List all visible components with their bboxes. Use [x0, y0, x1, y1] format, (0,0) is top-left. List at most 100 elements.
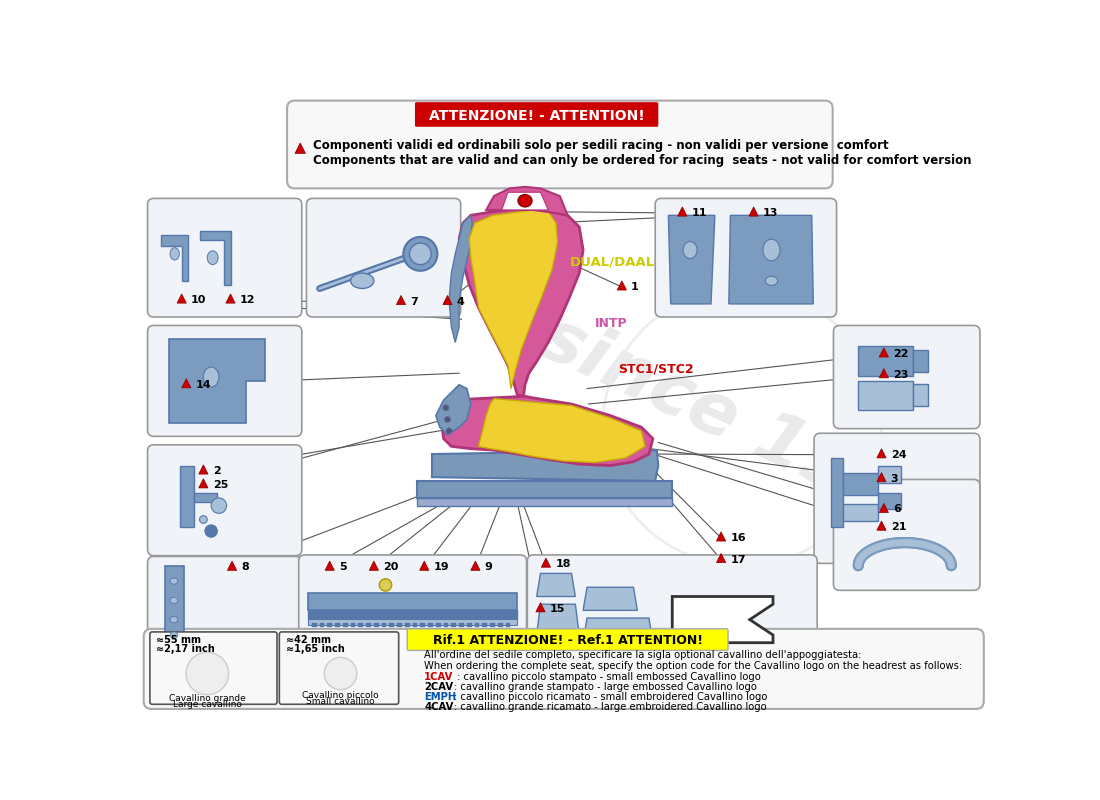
Polygon shape — [432, 450, 658, 481]
Bar — [913, 350, 928, 372]
Text: 2CAV: 2CAV — [425, 682, 453, 691]
FancyBboxPatch shape — [407, 629, 728, 650]
Bar — [328, 623, 332, 627]
Ellipse shape — [170, 598, 178, 603]
Bar — [312, 623, 317, 627]
Bar — [320, 623, 324, 627]
Text: ATTENZIONE! - ATTENTION!: ATTENZIONE! - ATTENTION! — [429, 109, 645, 123]
Text: DUAL/DAAL: DUAL/DAAL — [570, 255, 656, 268]
Text: : cavallino grande stampato - large embossed Cavallino logo: : cavallino grande stampato - large embo… — [453, 682, 757, 691]
Polygon shape — [182, 378, 191, 388]
Text: 8: 8 — [241, 562, 249, 572]
Polygon shape — [295, 143, 306, 154]
Bar — [474, 623, 480, 627]
Bar — [308, 593, 517, 610]
Polygon shape — [442, 396, 653, 466]
Bar — [428, 623, 432, 627]
Bar — [878, 493, 901, 510]
Polygon shape — [370, 561, 378, 570]
Text: 20: 20 — [383, 562, 398, 572]
Bar — [832, 458, 843, 527]
Bar — [506, 623, 510, 627]
FancyBboxPatch shape — [147, 557, 301, 660]
FancyBboxPatch shape — [147, 198, 301, 317]
Polygon shape — [199, 465, 208, 474]
Text: : cavallino piccolo ricamato - small embroidered Cavallino logo: : cavallino piccolo ricamato - small emb… — [453, 691, 767, 702]
Text: INTP: INTP — [595, 317, 627, 330]
Ellipse shape — [766, 276, 778, 286]
Bar — [417, 498, 672, 506]
Text: 21: 21 — [891, 522, 906, 532]
Bar — [308, 619, 517, 625]
Polygon shape — [716, 554, 726, 562]
Bar — [336, 623, 340, 627]
Text: 7: 7 — [410, 297, 418, 306]
FancyBboxPatch shape — [279, 632, 398, 704]
Text: 18: 18 — [556, 559, 571, 569]
Circle shape — [409, 243, 431, 265]
Polygon shape — [471, 561, 480, 570]
Polygon shape — [669, 215, 715, 304]
Ellipse shape — [170, 617, 178, 622]
Text: 15: 15 — [550, 604, 565, 614]
Text: EMPH: EMPH — [425, 691, 456, 702]
Polygon shape — [879, 348, 889, 357]
Text: 23: 23 — [893, 370, 909, 380]
Text: 6: 6 — [893, 505, 901, 514]
Bar — [843, 504, 878, 521]
FancyBboxPatch shape — [287, 101, 833, 188]
Bar — [351, 623, 355, 627]
Text: ≈1,65 inch: ≈1,65 inch — [286, 644, 344, 654]
Polygon shape — [537, 604, 580, 635]
Text: ≈42 mm: ≈42 mm — [286, 634, 330, 645]
Polygon shape — [177, 294, 186, 303]
Polygon shape — [729, 215, 813, 304]
Polygon shape — [436, 385, 471, 435]
FancyBboxPatch shape — [656, 198, 837, 317]
FancyBboxPatch shape — [814, 434, 980, 563]
Text: Cavallino piccolo: Cavallino piccolo — [302, 691, 378, 700]
Polygon shape — [537, 574, 575, 597]
Polygon shape — [486, 187, 568, 215]
Bar — [389, 623, 394, 627]
Text: Componenti validi ed ordinabili solo per sedili racing - non validi per versione: Componenti validi ed ordinabili solo per… — [312, 138, 889, 152]
Ellipse shape — [351, 273, 374, 289]
Polygon shape — [165, 566, 184, 650]
Polygon shape — [749, 207, 758, 216]
Bar — [858, 381, 913, 410]
Polygon shape — [199, 478, 208, 488]
Text: 24: 24 — [891, 450, 906, 460]
Bar — [374, 623, 378, 627]
Ellipse shape — [518, 194, 532, 207]
Text: 1CAV: 1CAV — [425, 671, 453, 682]
Text: Small cavallino: Small cavallino — [306, 698, 375, 706]
Bar — [858, 346, 913, 375]
FancyBboxPatch shape — [834, 326, 980, 429]
Polygon shape — [226, 294, 235, 303]
Polygon shape — [877, 449, 887, 458]
Text: 10: 10 — [191, 295, 207, 305]
Ellipse shape — [683, 242, 697, 258]
Circle shape — [446, 428, 452, 434]
Text: 13: 13 — [763, 208, 779, 218]
Polygon shape — [502, 192, 548, 210]
Circle shape — [199, 516, 207, 523]
Text: : cavallino piccolo stampato - small embossed Cavallino logo: : cavallino piccolo stampato - small emb… — [453, 671, 760, 682]
Bar — [366, 623, 371, 627]
Text: 12: 12 — [240, 295, 255, 305]
Polygon shape — [228, 561, 236, 570]
Text: 11: 11 — [692, 208, 707, 218]
Circle shape — [211, 498, 227, 514]
Polygon shape — [879, 503, 889, 513]
Polygon shape — [449, 215, 472, 342]
Text: 2: 2 — [212, 466, 220, 476]
Text: 9: 9 — [485, 562, 493, 572]
Circle shape — [443, 405, 449, 411]
Text: : cavallino grande ricamato - large embroidered Cavallino logo: : cavallino grande ricamato - large embr… — [453, 702, 767, 712]
Polygon shape — [199, 230, 231, 285]
FancyBboxPatch shape — [144, 629, 983, 709]
Polygon shape — [541, 558, 551, 567]
Ellipse shape — [763, 239, 780, 261]
FancyBboxPatch shape — [150, 632, 277, 704]
FancyBboxPatch shape — [307, 198, 461, 317]
